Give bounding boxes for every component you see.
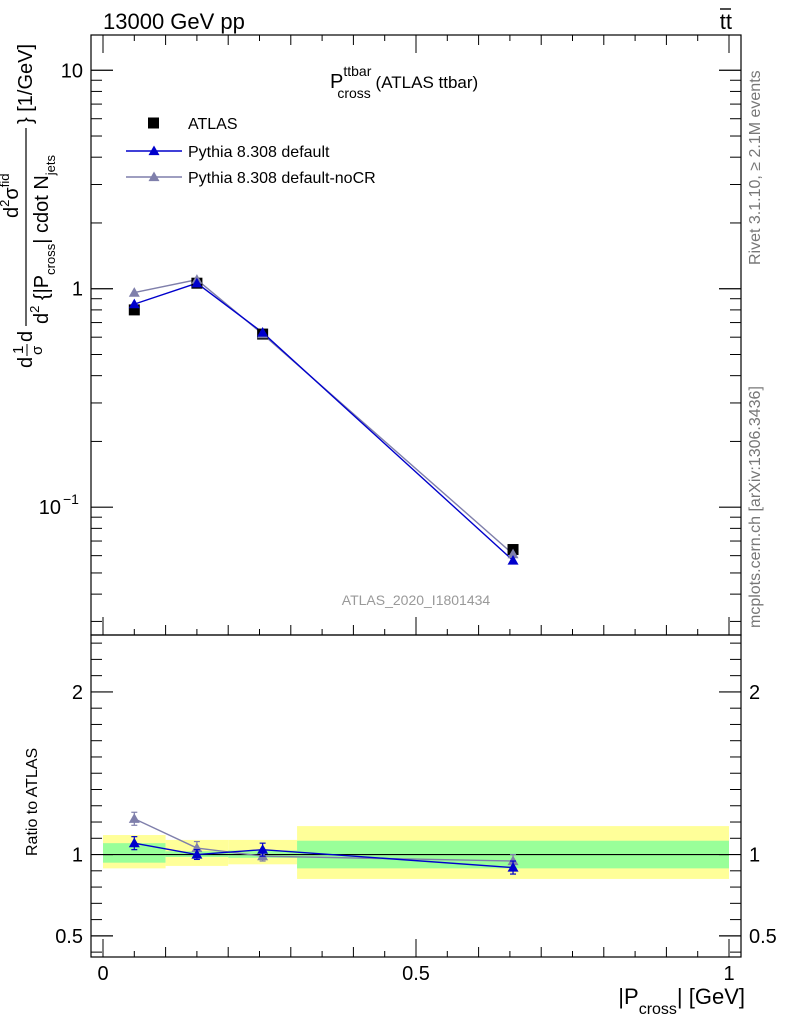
svg-text:} [1/GeV]: } [1/GeV] [15, 44, 37, 124]
ratio-y-tick-label: 2 [72, 682, 83, 704]
data-point-default [257, 327, 269, 337]
line-default-noCR [134, 278, 514, 555]
x-tick-label: 1 [723, 963, 734, 985]
process-label: tt [720, 9, 732, 34]
y-tick-label: 10 [39, 497, 61, 519]
svg-text:d: d [15, 331, 37, 342]
ratio-point-noCR [128, 813, 140, 823]
rivet-label: Rivet 3.1.10, ≥ 2.1M events [747, 70, 764, 265]
svg-text:d2σfid: d2σfid [0, 174, 23, 218]
analysis-id: ATLAS_2020_I1801434 [342, 592, 491, 608]
svg-text:1: 1 [10, 346, 27, 354]
ratio-y-tick-label-right: 0.5 [749, 926, 777, 948]
data-point-noCR [507, 548, 519, 559]
ratio-y-tick-label-right: 1 [749, 845, 760, 867]
y-tick-label-exponent: −1 [63, 491, 79, 507]
legend-label-data: ATLAS [188, 116, 238, 133]
x-tick-label: 0.5 [402, 963, 430, 985]
data-point-atlas [128, 304, 140, 316]
line-default [134, 282, 514, 562]
legend-label-default: Pythia 8.308 default [188, 144, 330, 161]
energy-label: 13000 GeV pp [103, 9, 245, 34]
mcplots-label: mcplots.cern.ch [arXiv:1306.3436] [747, 386, 764, 628]
y-tick-label: 1 [72, 279, 83, 301]
ratio-ticks: 2 2 1 1 0.5 0.5 0 0.5 1 [55, 642, 777, 985]
data-point-default [128, 298, 140, 309]
ratio-line-default [134, 842, 514, 869]
legend-marker-default [148, 145, 160, 156]
ratio-y-tick-label: 0.5 [55, 926, 83, 948]
ratio-point-default [128, 837, 140, 848]
legend-label-noCR: Pythia 8.308 default-noCR [188, 170, 376, 187]
ratio-marks [128, 811, 519, 875]
svg-text:d: d [15, 357, 37, 368]
legend-marker-data [148, 117, 159, 129]
ratio-frame [90, 634, 742, 958]
ratio-y-label: Ratio to ATLAS [24, 748, 41, 856]
x-tick-label: 0 [97, 963, 108, 985]
ratio-point-default [191, 849, 203, 859]
data-point-default [507, 555, 519, 565]
ratio-y-tick-label-right: 2 [749, 682, 760, 704]
ratio-band-inner [103, 843, 166, 863]
ratio-point-noCR [507, 855, 519, 866]
svg-text:d2 {|Pcross| cdot Njets: d2 {|Pcross| cdot Njets [27, 155, 58, 324]
data-point-default [191, 277, 203, 288]
ratio-panel: 2 2 1 1 0.5 0.5 0 0.5 1 Ratio to ATLAS [24, 634, 777, 985]
svg-text:σ: σ [29, 345, 46, 355]
ratio-point-default [257, 844, 269, 854]
ratio-y-tick-label: 1 [72, 845, 83, 867]
y-tick-label: 10 [61, 60, 83, 82]
legend: ATLAS Pythia 8.308 default Pythia 8.308 de… [126, 116, 376, 187]
plot-title: Pttbar cross (ATLAS ttbar) [330, 63, 478, 101]
legend-marker-noCR [148, 171, 160, 182]
main-marks [128, 274, 519, 565]
x-axis-label: |Pcross| [GeV] [618, 984, 745, 1018]
main-y-label: d 1 σ d d2σfid d2 {|Pcross| cdot Njets }… [0, 44, 58, 368]
ratio-point-default [507, 862, 519, 872]
data-point-noCR [128, 287, 140, 297]
